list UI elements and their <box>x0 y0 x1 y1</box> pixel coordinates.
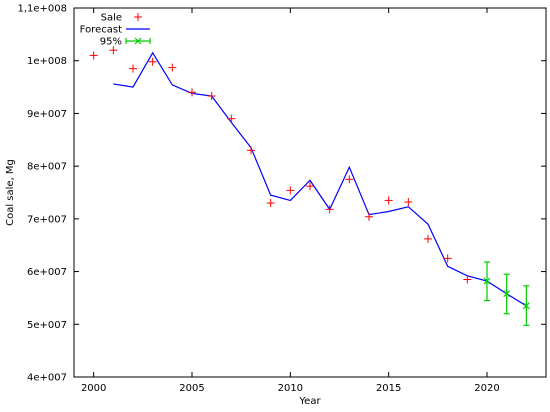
sale-point <box>443 254 452 263</box>
y-axis-ticks: 4e+007 5e+007 6e+007 7e+007 8e+007 9e+007 1e+0… <box>17 4 546 384</box>
legend-label-forecast: Forecast <box>80 25 122 36</box>
x-tick-label: 2010 <box>278 383 303 394</box>
ci-95-center-marker <box>503 290 511 298</box>
sale-point <box>345 175 354 184</box>
ci-95-errorbar <box>522 285 530 326</box>
forecast-line <box>113 51 527 307</box>
y-tick-label: 1e+008 <box>27 56 67 67</box>
sale-point <box>168 63 177 72</box>
x-tick-label: 2020 <box>474 383 499 394</box>
sale-point <box>306 182 314 191</box>
y-tick-label: 4e+007 <box>27 373 67 384</box>
sale-point <box>404 197 413 206</box>
data-series <box>89 46 530 326</box>
x-tick-label: 2015 <box>376 383 401 394</box>
ci-95-errorbar <box>503 273 511 315</box>
x-axis-ticks: 2000 2005 2010 2015 2020 <box>81 8 500 394</box>
sale-point <box>286 186 295 195</box>
sale-point <box>148 57 157 66</box>
y-tick-label: 6e+007 <box>27 267 67 278</box>
sale-point <box>365 212 373 221</box>
legend-ci-marker <box>134 37 142 45</box>
ci-95-errorbar <box>483 261 491 302</box>
y-axis-label: Coal sale, Mg <box>5 159 16 226</box>
sale-point <box>266 199 275 208</box>
sale-point <box>247 146 255 155</box>
sale-point <box>424 234 432 243</box>
sale-point <box>384 196 393 205</box>
sale-point <box>89 51 98 60</box>
y-tick-label: 5e+007 <box>27 320 67 331</box>
y-tick-label: 9e+007 <box>27 109 67 120</box>
sale-point <box>129 64 137 73</box>
sale-point <box>188 88 196 97</box>
legend: Sale Forecast 95% <box>80 13 151 48</box>
legend-label-sale: Sale <box>101 13 122 24</box>
y-tick-label: 8e+007 <box>27 162 67 173</box>
y-tick-label: 1,1e+008 <box>17 4 67 15</box>
legend-label-95: 95% <box>100 37 122 48</box>
ci-95-center-marker <box>483 277 491 285</box>
sale-point <box>207 92 216 101</box>
ci-95-center-marker <box>522 302 530 310</box>
plot-frame <box>73 7 547 378</box>
x-tick-label: 2005 <box>179 383 204 394</box>
sale-point <box>109 46 118 55</box>
sale-point <box>463 275 472 284</box>
x-axis-label: Year <box>298 396 321 407</box>
y-tick-label: 7e+007 <box>27 214 67 225</box>
sale-point <box>227 114 236 123</box>
sale-point <box>325 205 334 214</box>
x-tick-label: 2000 <box>81 383 106 394</box>
